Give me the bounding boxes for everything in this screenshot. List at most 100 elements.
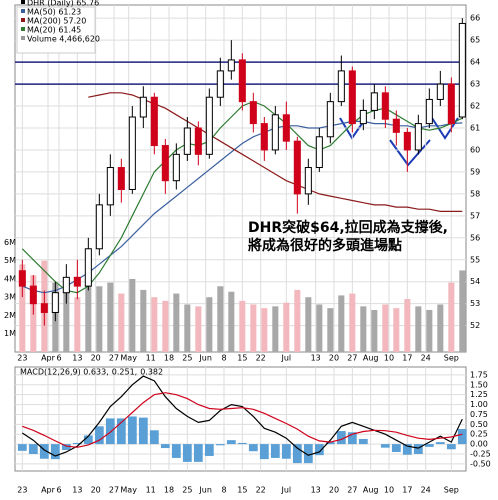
x-tick-label: 23: [17, 354, 27, 363]
candle-body: [414, 123, 422, 151]
volume-bar: [162, 300, 169, 352]
volume-bar: [118, 293, 125, 352]
candle-body: [51, 292, 59, 313]
volume-bar: [228, 291, 235, 352]
x-tick-label: 25: [182, 486, 192, 495]
candle-body: [403, 131, 411, 151]
candle-body: [425, 98, 433, 125]
histogram-bar: [248, 444, 258, 452]
candle-body: [183, 127, 191, 155]
candle-body: [304, 167, 312, 195]
volume-bar: [371, 309, 378, 352]
y-tick-label: 60: [470, 145, 480, 154]
y-tick-label: 55: [470, 255, 480, 264]
volume-bar: [437, 304, 444, 352]
volume-bar: [129, 278, 136, 352]
candle-body: [29, 285, 37, 305]
x-tick-label: 11: [146, 486, 156, 495]
x-tick-label: 24: [421, 354, 431, 363]
y-tick-label: 0.00: [470, 440, 488, 449]
x-tick-label: 24: [421, 486, 431, 495]
volume-bar: [338, 295, 345, 352]
candle-body: [271, 114, 279, 151]
candle-body: [315, 136, 323, 169]
volume-bar: [360, 306, 367, 352]
y-tick-label: 58: [470, 189, 480, 198]
histogram-bar: [347, 432, 357, 445]
histogram-bar: [237, 442, 247, 445]
candle-body: [139, 96, 147, 118]
histogram-bar: [413, 444, 423, 454]
histogram-bar: [270, 444, 280, 458]
x-tick-label: 8: [221, 354, 226, 363]
histogram-bar: [193, 444, 203, 462]
x-tick-label: 27: [109, 354, 119, 363]
histogram-bar: [204, 444, 214, 456]
volume-bar: [415, 306, 422, 352]
volume-bar: [272, 306, 279, 352]
volume-bar: [382, 304, 389, 352]
legend-entry: 0.251,: [112, 368, 137, 377]
volume-bar: [327, 308, 334, 352]
y-tick-label: 65: [470, 36, 480, 45]
candle-body: [205, 96, 213, 155]
candle-body: [458, 22, 466, 118]
y-tick-label: 1.75: [470, 370, 488, 379]
x-tick-label: 27: [347, 354, 357, 363]
legend-swatch: [21, 36, 25, 40]
annotation: DHR突破$64,拉回成為支撐後,: [248, 219, 448, 236]
legend-entry: MACD(12,26,9) 0.633,: [20, 368, 109, 377]
x-tick-label: Jun: [198, 486, 212, 495]
legend-entry: MA(50) 61.23: [27, 8, 81, 17]
histogram-bar: [457, 429, 467, 445]
candle-body: [238, 59, 246, 103]
candle-body: [282, 114, 290, 142]
v-mark: [389, 139, 431, 167]
x-tick-label: 17: [402, 354, 412, 363]
candle-body: [249, 101, 257, 125]
y-tick-label: 63: [470, 80, 480, 89]
x-tick-label: 10: [384, 486, 394, 495]
candle-body: [359, 109, 367, 125]
y-tick-label: 59: [470, 167, 480, 176]
legend-box: [16, 6, 96, 54]
legend-entry: 0.382: [140, 368, 163, 377]
x-tick-label: Jul: [281, 486, 292, 495]
volume-tick-label: 5M: [4, 256, 16, 265]
volume-tick-label: 3M: [4, 293, 16, 302]
candle-body: [117, 167, 125, 190]
volume-tick-label: 1M: [4, 329, 16, 338]
volume-bar: [250, 304, 257, 352]
histogram-bar: [83, 435, 93, 445]
volume-bar: [195, 306, 202, 352]
price-panel: [14, 4, 467, 353]
histogram-bar: [446, 444, 456, 450]
x-tick-label: 18: [164, 486, 174, 495]
x-tick-label: 25: [182, 354, 192, 363]
annotation: 將成為很好的多頭進場點: [248, 237, 402, 254]
candle-body: [194, 127, 202, 155]
histogram-bar: [336, 431, 346, 445]
volume-bar: [85, 269, 92, 352]
y-tick-label: 1.00: [470, 400, 488, 409]
volume-bar: [140, 289, 147, 352]
volume-tick-label: 2M: [4, 311, 16, 320]
x-tick-label: 6: [56, 354, 61, 363]
x-tick-label: 13: [72, 486, 82, 495]
volume-bar: [107, 282, 114, 352]
volume-bar: [74, 297, 81, 352]
candle-body: [172, 153, 180, 182]
legend-swatch: [21, 27, 25, 31]
x-tick-label: 22: [256, 354, 266, 363]
v-mark: [431, 117, 459, 140]
volume-tick-label: 4M: [4, 274, 16, 283]
histogram-bar: [105, 418, 115, 445]
volume-bar: [173, 293, 180, 352]
series-line: [22, 392, 463, 448]
x-tick-label: May: [120, 354, 137, 363]
histogram-bar: [28, 444, 38, 454]
histogram-bar: [94, 426, 104, 445]
y-tick-label: 0.50: [470, 420, 488, 429]
candle-body: [128, 116, 136, 190]
